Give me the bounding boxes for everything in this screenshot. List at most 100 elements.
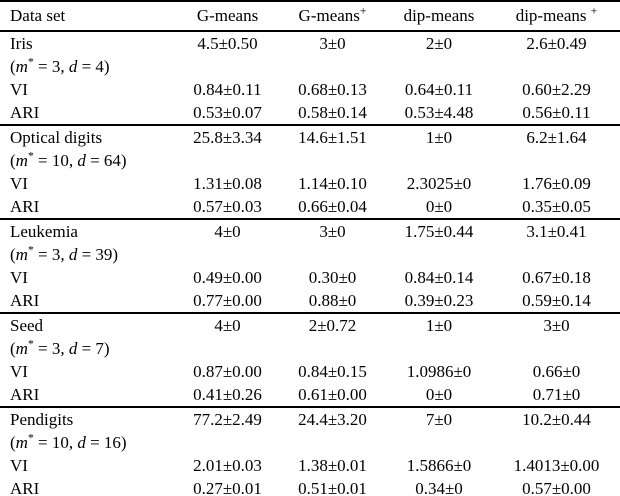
table-row-ari: ARI 0.53±0.07 0.58±0.14 0.53±4.48 0.56±0.11 xyxy=(0,101,620,125)
empty-cell xyxy=(493,243,620,266)
metric-label-cell: VI xyxy=(10,456,28,475)
table-row-dataset: Iris 4.5±0.50 3±0 2±0 2.6±0.49 xyxy=(0,31,620,55)
value-cell: 0.68±0.13 xyxy=(298,80,367,99)
value-cell: 1.38±0.01 xyxy=(298,456,367,475)
value-cell: 0.35±0.05 xyxy=(522,197,591,216)
value-cell: 24.4±3.20 xyxy=(298,410,367,429)
metric-label-cell: VI xyxy=(10,80,28,99)
table-row-ari: ARI 0.41±0.26 0.61±0.00 0±0 0.71±0 xyxy=(0,383,620,407)
value-cell: 1.31±0.08 xyxy=(193,174,262,193)
dataset-name-cell: Iris xyxy=(10,34,33,53)
empty-cell xyxy=(280,55,385,78)
table-row-vi: VI 0.49±0.00 0.30±0 0.84±0.14 0.67±0.18 xyxy=(0,266,620,289)
header-row: Data set G-means G-means+ dip-means dip-… xyxy=(0,1,620,31)
value-cell: 0.41±0.26 xyxy=(193,385,262,404)
dataset-name-cell: Pendigits xyxy=(10,410,74,429)
value-cell: 7±0 xyxy=(425,410,453,429)
value-cell: 0.67±0.18 xyxy=(522,268,591,287)
value-cell: 0.53±4.48 xyxy=(404,103,474,122)
value-cell: 4±0 xyxy=(214,222,241,241)
empty-cell xyxy=(175,243,280,266)
dataset-name-cell: Leukemia xyxy=(10,222,78,241)
value-cell: 1.76±0.09 xyxy=(522,174,591,193)
dataset-params-cell: (m* = 10, d = 64) xyxy=(10,149,127,170)
value-cell: 2.6±0.49 xyxy=(526,34,587,53)
value-cell: 0±0 xyxy=(425,197,453,216)
value-cell: 0±0 xyxy=(425,385,453,404)
col-header-dipmeans-plus: dip-means + xyxy=(515,4,598,25)
table-row-dataset: Leukemia 4±0 3±0 1.75±0.44 3.1±0.41 xyxy=(0,219,620,243)
table-row-params: (m* = 10, d = 16) xyxy=(0,431,620,454)
value-cell: 1.0986±0 xyxy=(406,362,472,381)
empty-cell xyxy=(493,337,620,360)
table-row-params: (m* = 3, d = 7) xyxy=(0,337,620,360)
value-cell: 1.14±0.10 xyxy=(298,174,367,193)
value-cell: 0.88±0 xyxy=(308,291,357,310)
table-row-params: (m* = 10, d = 64) xyxy=(0,149,620,172)
metric-label-cell: VI xyxy=(10,174,28,193)
value-cell: 2.01±0.03 xyxy=(193,456,262,475)
dataset-name-cell: Optical digits xyxy=(10,128,103,147)
col-header-dataset: Data set xyxy=(10,6,66,25)
metric-label-cell: ARI xyxy=(10,103,40,122)
table-row-dataset: Seed 4±0 2±0.72 1±0 3±0 xyxy=(0,313,620,337)
empty-cell xyxy=(175,55,280,78)
dataset-params-cell: (m* = 3, d = 4) xyxy=(10,55,110,76)
empty-cell xyxy=(280,149,385,172)
table-row-params: (m* = 3, d = 4) xyxy=(0,55,620,78)
table-row-vi: VI 2.01±0.03 1.38±0.01 1.5866±0 1.4013±0.00 xyxy=(0,454,620,477)
table-row-dataset: Optical digits 25.8±3.34 14.6±1.51 1±0 6.2±1… xyxy=(0,125,620,149)
value-cell: 0.59±0.14 xyxy=(522,291,591,310)
value-cell: 6.2±1.64 xyxy=(526,128,587,147)
value-cell: 2±0 xyxy=(425,34,453,53)
empty-cell xyxy=(280,243,385,266)
value-cell: 3±0 xyxy=(319,34,346,53)
value-cell: 1.75±0.44 xyxy=(404,222,474,241)
value-cell: 0.49±0.00 xyxy=(193,268,262,287)
value-cell: 0.84±0.11 xyxy=(193,80,262,99)
value-cell: 0.57±0.00 xyxy=(522,479,591,496)
table-row-vi: VI 0.84±0.11 0.68±0.13 0.64±0.11 0.60±2.29 xyxy=(0,78,620,101)
empty-cell xyxy=(493,149,620,172)
table-row-vi: VI 0.87±0.00 0.84±0.15 1.0986±0 0.66±0 xyxy=(0,360,620,383)
col-header-dipmeans: dip-means xyxy=(403,6,475,25)
col-header-gmeans: G-means xyxy=(196,6,259,25)
value-cell: 0.61±0.00 xyxy=(298,385,367,404)
table-row-dataset: Pendigits 77.2±2.49 24.4±3.20 7±0 10.2±0.44 xyxy=(0,407,620,431)
value-cell: 4±0 xyxy=(214,316,241,335)
value-cell: 0.39±0.23 xyxy=(404,291,474,310)
value-cell: 0.66±0 xyxy=(532,362,581,381)
value-cell: 10.2±0.44 xyxy=(522,410,591,429)
empty-cell xyxy=(385,431,493,454)
empty-cell xyxy=(385,243,493,266)
value-cell: 0.84±0.14 xyxy=(404,268,474,287)
value-cell: 0.77±0.00 xyxy=(193,291,262,310)
value-cell: 0.27±0.01 xyxy=(193,479,262,496)
value-cell: 3.1±0.41 xyxy=(526,222,587,241)
value-cell: 0.58±0.14 xyxy=(298,103,367,122)
value-cell: 0.51±0.01 xyxy=(298,479,367,496)
value-cell: 0.84±0.15 xyxy=(298,362,367,381)
value-cell: 0.60±2.29 xyxy=(522,80,591,99)
value-cell: 77.2±2.49 xyxy=(193,410,262,429)
dataset-params-cell: (m* = 3, d = 39) xyxy=(10,243,119,264)
empty-cell xyxy=(385,55,493,78)
dataset-params-cell: (m* = 10, d = 16) xyxy=(10,431,127,452)
table-body: Iris 4.5±0.50 3±0 2±0 2.6±0.49 (m* = 3, d = 4… xyxy=(0,31,620,496)
value-cell: 1.5866±0 xyxy=(406,456,472,475)
value-cell: 0.71±0 xyxy=(532,385,581,404)
value-cell: 14.6±1.51 xyxy=(298,128,367,147)
empty-cell xyxy=(385,337,493,360)
value-cell: 2±0.72 xyxy=(308,316,357,335)
value-cell: 25.8±3.34 xyxy=(193,128,262,147)
metric-label-cell: ARI xyxy=(10,479,40,496)
value-cell: 1±0 xyxy=(425,128,453,147)
empty-cell xyxy=(175,337,280,360)
value-cell: 3±0 xyxy=(543,316,570,335)
value-cell: 2.3025±0 xyxy=(406,174,472,193)
value-cell: 0.66±0.04 xyxy=(298,197,367,216)
table-row-ari: ARI 0.57±0.03 0.66±0.04 0±0 0.35±0.05 xyxy=(0,195,620,219)
value-cell: 0.53±0.07 xyxy=(193,103,262,122)
empty-cell xyxy=(493,55,620,78)
